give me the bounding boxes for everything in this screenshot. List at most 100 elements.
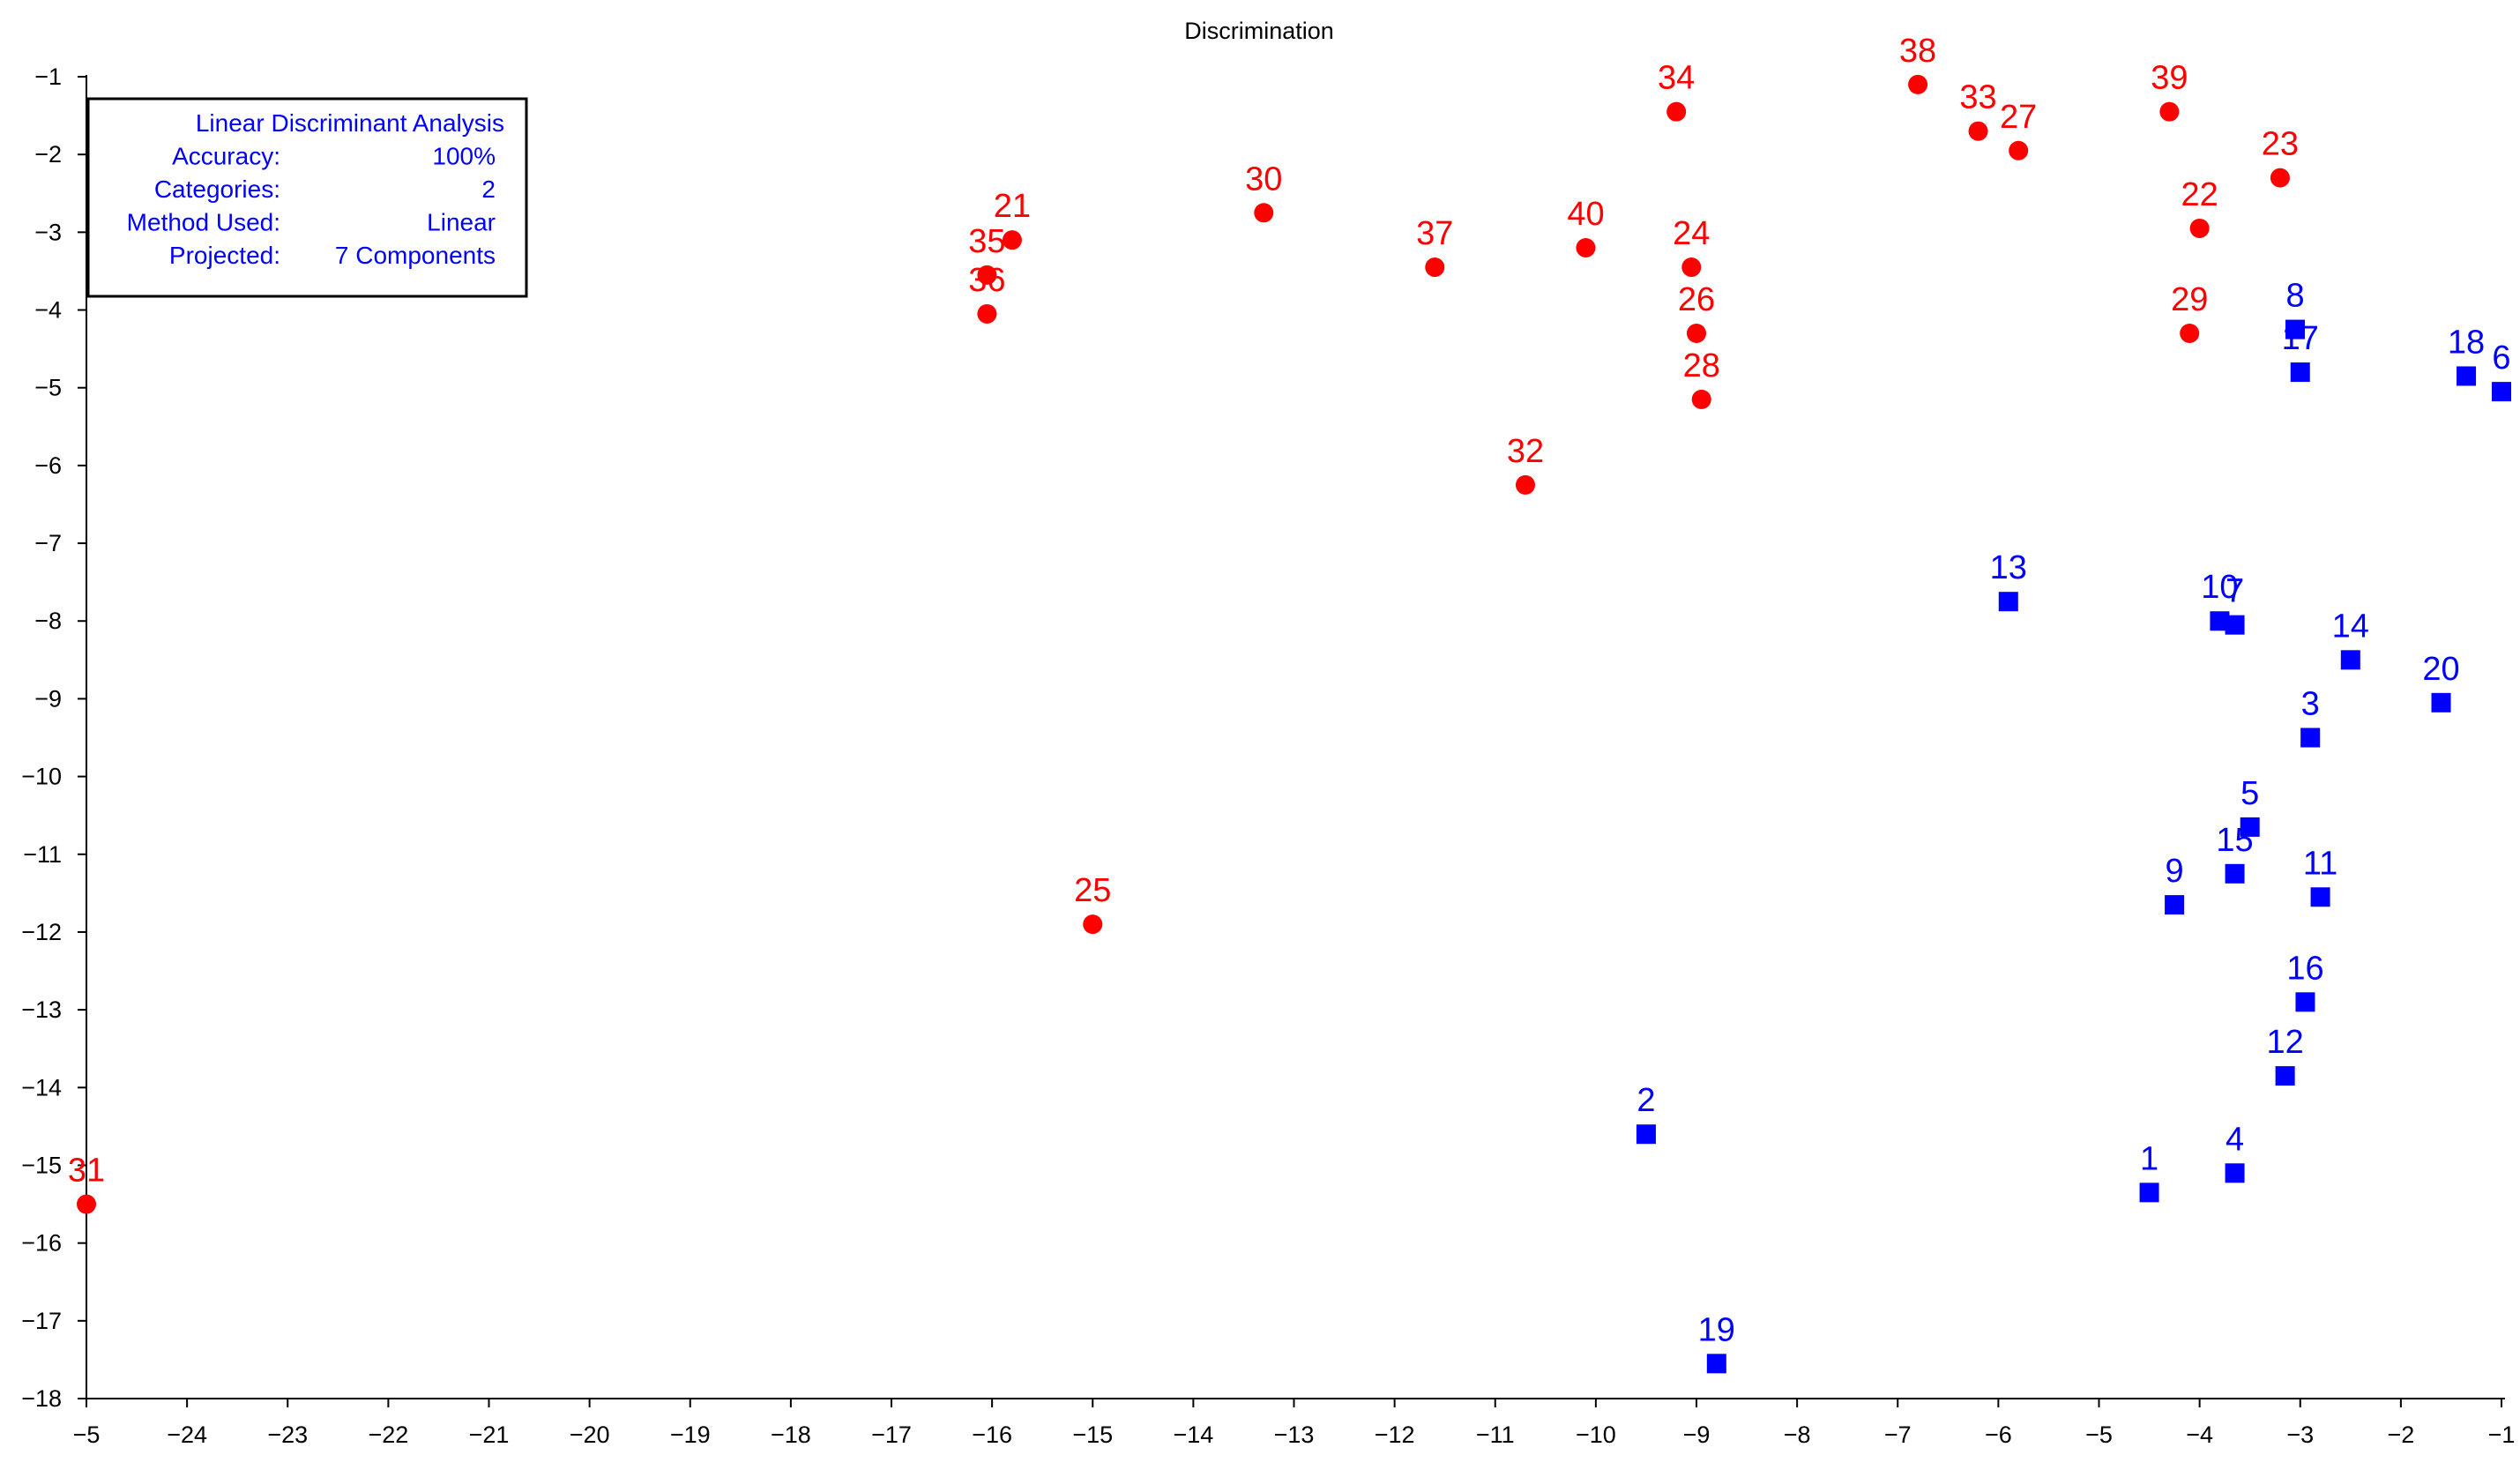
y-tick-label: −14 <box>21 1074 62 1101</box>
point-label: 21 <box>994 188 1031 225</box>
chart-title: Discrimination <box>1184 18 1334 44</box>
x-tick-label: −23 <box>267 1421 308 1448</box>
point-label: 15 <box>2216 822 2253 859</box>
y-tick-label: −3 <box>34 219 62 245</box>
data-point <box>1706 1354 1726 1374</box>
data-point <box>1636 1124 1656 1145</box>
data-point <box>1908 74 1928 94</box>
point-label: 14 <box>2332 608 2369 645</box>
data-point <box>1687 323 1706 343</box>
point-label: 34 <box>1658 60 1695 97</box>
point-label: 30 <box>1245 160 1282 198</box>
legend-heading: Linear Discriminant Analysis <box>196 109 504 137</box>
legend-row-label: Categories: <box>154 175 280 203</box>
y-tick-label: −7 <box>34 530 62 556</box>
x-tick-label: −13 <box>1274 1421 1315 1448</box>
point-label: 8 <box>2285 278 2304 315</box>
point-label: 17 <box>2282 320 2319 357</box>
point-label: 11 <box>2303 845 2337 882</box>
data-point <box>2189 218 2210 238</box>
y-tick-label: −5 <box>34 375 62 401</box>
x-tick-label: −24 <box>167 1421 207 1448</box>
data-point <box>2270 168 2290 188</box>
data-point <box>2009 140 2029 160</box>
data-point <box>1968 121 1988 141</box>
data-point <box>2492 382 2511 402</box>
data-point <box>1681 257 1702 278</box>
data-point <box>2310 887 2330 907</box>
x-tick-label: −20 <box>570 1421 610 1448</box>
x-tick-label: −10 <box>1576 1421 1616 1448</box>
legend-row-value: 2 <box>481 175 496 203</box>
data-point <box>1002 230 1022 250</box>
x-tick-label: −17 <box>871 1421 912 1448</box>
data-point <box>2300 728 2321 748</box>
point-label: 37 <box>1416 215 1453 252</box>
y-tick-label: −16 <box>21 1230 62 1257</box>
x-tick-label: −2 <box>2387 1421 2414 1448</box>
point-label: 5 <box>2240 775 2259 812</box>
data-point <box>2295 992 2315 1012</box>
legend-frame <box>86 97 528 298</box>
y-tick-label: −12 <box>21 919 62 945</box>
data-point <box>2139 1183 2159 1203</box>
point-label: 31 <box>68 1153 105 1190</box>
y-tick-label: −17 <box>21 1308 62 1334</box>
data-point <box>2225 615 2245 635</box>
point-label: 16 <box>2286 950 2323 987</box>
x-tick-label: −19 <box>670 1421 711 1448</box>
data-point <box>2340 650 2360 670</box>
point-label: 13 <box>1990 549 2027 586</box>
y-tick-label: −11 <box>23 841 62 868</box>
x-tick-label: −14 <box>1173 1421 1213 1448</box>
x-tick-label: −1 <box>2488 1421 2516 1448</box>
point-label: 3 <box>2301 686 2320 723</box>
data-point <box>2165 895 2185 915</box>
legend-row-value: Linear <box>427 209 496 236</box>
point-label: 35 <box>968 223 1005 260</box>
legend-box: Linear Discriminant Analysis Accuracy: 100… <box>86 97 528 298</box>
data-point <box>1083 914 1103 935</box>
data-point <box>1691 389 1711 409</box>
y-tick-label: −2 <box>34 141 62 168</box>
x-tick-label: −4 <box>2186 1421 2213 1448</box>
data-point <box>977 265 997 285</box>
point-label: 18 <box>2448 324 2485 361</box>
point-label: 29 <box>2171 281 2208 318</box>
point-label: 33 <box>1959 79 1996 116</box>
legend-row-label: Accuracy: <box>172 143 280 170</box>
point-label: 36 <box>968 262 1005 299</box>
axes: −5 −24 −23 −22 −21 −20 −19 −18 −17 −16 −15 −14 −13 −1… <box>21 63 2515 1448</box>
point-label: 25 <box>1074 872 1111 909</box>
point-label: 22 <box>2181 176 2218 213</box>
y-tick-label: −6 <box>34 452 62 479</box>
data-point <box>2225 863 2245 884</box>
data-point <box>2240 817 2260 837</box>
y-tick-label: −9 <box>34 685 62 712</box>
point-label: 4 <box>2226 1121 2244 1158</box>
data-point <box>977 303 997 324</box>
x-tick-label: −15 <box>1072 1421 1113 1448</box>
x-tick-label: −18 <box>771 1421 811 1448</box>
y-tick-label: −15 <box>21 1152 62 1178</box>
data-points <box>77 74 2511 1374</box>
point-label: 1 <box>2140 1140 2158 1177</box>
data-point <box>77 1194 96 1214</box>
data-point <box>1425 257 1445 278</box>
x-tick-label: −7 <box>1884 1421 1912 1448</box>
y-tick-label: −4 <box>34 297 62 324</box>
point-label: 38 <box>1899 33 1936 70</box>
y-tick-label: −13 <box>21 996 62 1023</box>
data-point <box>1515 474 1535 495</box>
point-label: 26 <box>1678 281 1715 318</box>
y-tick-label: −10 <box>21 764 62 790</box>
x-tick-label: −9 <box>1683 1421 1711 1448</box>
point-label: 24 <box>1673 215 1710 252</box>
y-tick-label: −8 <box>34 608 62 634</box>
point-label: 28 <box>1683 347 1720 384</box>
point-label: 27 <box>2000 99 2037 136</box>
point-label: 7 <box>2226 573 2244 610</box>
x-tick-label: −11 <box>1476 1421 1515 1448</box>
point-label: 32 <box>1507 433 1544 470</box>
x-tick-label: −21 <box>469 1421 510 1448</box>
